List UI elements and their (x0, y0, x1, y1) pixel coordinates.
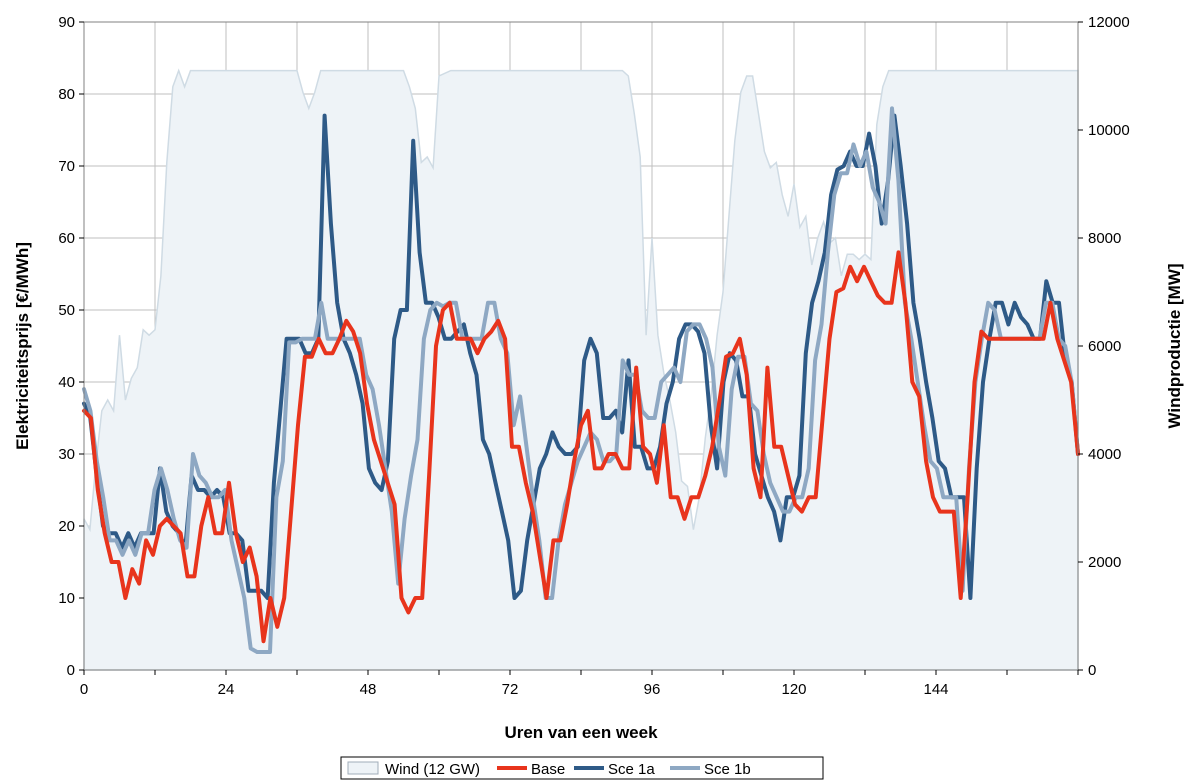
y2-axis-title: Windproductie [MW] (1165, 263, 1184, 428)
y-tick-label: 20 (58, 518, 75, 535)
series-line-sce-1b (82, 106, 1080, 654)
series-line-base (82, 250, 1080, 644)
price-lines (82, 106, 1080, 654)
legend-label-sce1a: Sce 1a (608, 761, 655, 778)
wind-series-area (83, 68, 1079, 671)
y2-tick-label: 6000 (1088, 338, 1121, 355)
x-tick-label: 0 (80, 681, 88, 698)
x-tick-label: 144 (923, 681, 948, 698)
x-tick-label: 24 (218, 681, 235, 698)
left-axis-ticks: 0 10 20 30 40 50 60 70 80 90 (58, 14, 84, 679)
legend-label-base: Base (531, 761, 565, 778)
y2-tick-label: 4000 (1088, 446, 1121, 463)
x-tick-label: 120 (781, 681, 806, 698)
y-tick-label: 0 (67, 662, 75, 679)
x-axis-title: Uren van een week (504, 723, 658, 742)
legend-label-sce1b: Sce 1b (704, 761, 751, 778)
x-axis-ticks: 0 24 48 72 96 120 144 (80, 670, 1079, 698)
x-tick-label: 72 (502, 681, 519, 698)
y-tick-label: 30 (58, 446, 75, 463)
y-axis-title: Elektriciteitsprijs [€/MWh] (13, 242, 32, 450)
y2-tick-label: 12000 (1088, 14, 1130, 31)
y-tick-label: 10 (58, 590, 75, 607)
legend-swatch-wind (347, 761, 379, 775)
y-tick-label: 60 (58, 230, 75, 247)
y2-tick-label: 8000 (1088, 230, 1121, 247)
x-tick-label: 48 (360, 681, 377, 698)
y-tick-label: 70 (58, 158, 75, 175)
y-tick-label: 40 (58, 374, 75, 391)
y2-tick-label: 10000 (1088, 122, 1130, 139)
right-axis-ticks: 0 2000 4000 6000 8000 10000 12000 (1078, 14, 1130, 679)
y2-tick-label: 0 (1088, 662, 1096, 679)
series-line-sce-1a (82, 113, 1080, 600)
y-tick-label: 50 (58, 302, 75, 319)
wind-area (83, 68, 1079, 671)
x-tick-label: 96 (644, 681, 661, 698)
legend-label-wind: Wind (12 GW) (385, 761, 480, 778)
y2-tick-label: 2000 (1088, 554, 1121, 571)
legend: Wind (12 GW) Base Sce 1a Sce 1b (340, 756, 824, 780)
y-tick-label: 80 (58, 86, 75, 103)
y-tick-label: 90 (58, 14, 75, 31)
